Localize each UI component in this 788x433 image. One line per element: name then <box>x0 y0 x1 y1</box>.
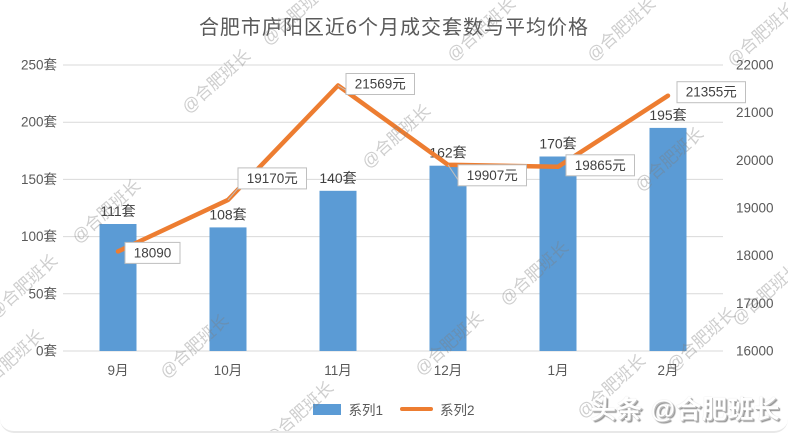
toutiao-watermark: 头条 @合肥班长 <box>590 396 780 424</box>
x-axis-label: 1月 <box>547 363 568 378</box>
right-axis-tick: 17000 <box>736 296 774 311</box>
x-axis-label: 9月 <box>107 363 128 378</box>
x-axis-label: 11月 <box>324 363 352 378</box>
line-value-label: 18090 <box>134 245 172 260</box>
right-axis-tick: 22000 <box>736 58 774 73</box>
line-label-box <box>345 73 415 95</box>
line-value-label: 19865元 <box>575 158 626 173</box>
line-label-box <box>676 81 746 104</box>
bar <box>319 190 357 351</box>
line-label-box <box>565 154 635 177</box>
right-axis-tick: 18000 <box>736 248 774 263</box>
right-axis-tick: 21000 <box>736 105 774 120</box>
line-label-box <box>124 241 181 264</box>
x-axis-label: 12月 <box>434 363 463 378</box>
legend-swatch-series1 <box>313 403 342 415</box>
bar-value-label: 195套 <box>649 107 686 123</box>
left-axis-tick: 0套 <box>36 344 58 359</box>
line-value-label: 19170元 <box>247 171 298 186</box>
left-axis-tick: 50套 <box>28 286 57 301</box>
bar-value-label: 111套 <box>100 203 135 219</box>
left-axis-tick: 100套 <box>21 229 58 244</box>
line-value-label: 21569元 <box>355 77 406 92</box>
legend-label-series2: 系列2 <box>440 403 475 418</box>
bar <box>539 156 577 351</box>
left-axis-tick: 250套 <box>21 58 58 73</box>
bar-value-label: 108套 <box>209 206 246 222</box>
line-label-box <box>237 167 307 190</box>
left-axis-tick: 200套 <box>21 115 58 130</box>
left-axis-tick: 150套 <box>21 172 58 187</box>
right-axis-tick: 16000 <box>736 344 774 359</box>
bar <box>649 127 687 352</box>
right-axis-tick: 20000 <box>736 153 774 168</box>
bar-value-label: 140套 <box>319 170 356 186</box>
right-axis-tick: 19000 <box>736 201 774 216</box>
legend: 系列1 系列2 <box>0 399 788 419</box>
x-axis-label: 10月 <box>214 363 243 378</box>
legend-label-series1: 系列1 <box>348 403 383 418</box>
line-label-box <box>457 164 527 187</box>
line-value-label: 21355元 <box>686 85 737 100</box>
bar <box>429 165 467 351</box>
legend-swatch-series2 <box>400 406 433 412</box>
bar <box>209 227 247 351</box>
bar-value-label: 170套 <box>539 136 576 152</box>
line-value-label: 19907元 <box>467 168 518 183</box>
chart-title: 合肥市庐阳区近6个月成交套数与平均价格 <box>198 17 590 39</box>
x-axis-label: 2月 <box>657 363 678 378</box>
